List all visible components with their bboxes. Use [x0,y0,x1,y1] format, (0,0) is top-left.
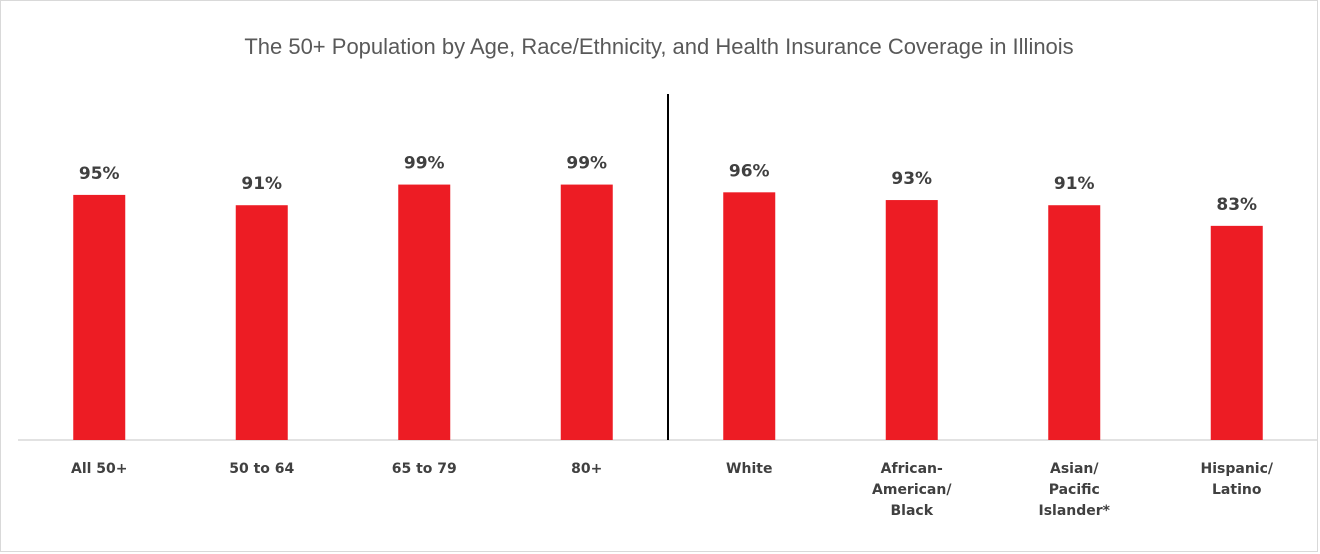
category-tick-label: Black [890,503,933,519]
bar [1210,225,1263,440]
data-label: 99% [566,154,607,174]
bar [560,184,613,440]
bar [73,194,126,440]
data-label: 91% [241,174,282,194]
category-tick-label: Hispanic/ [1201,461,1274,477]
data-label: 95% [79,164,120,184]
category-tick-label: 80+ [571,461,602,477]
data-label: 83% [1216,195,1257,215]
bar [885,200,938,440]
category-tick-label: Islander* [1039,503,1111,519]
category-tick-label: African- [881,461,943,477]
bar [235,205,288,440]
category-tick-label: 65 to 79 [392,461,457,477]
category-tick-label: American/ [872,482,952,498]
category-tick-label: 50 to 64 [229,461,294,477]
category-tick-label: Pacific [1049,482,1100,498]
data-label: 96% [729,161,770,181]
data-label: 93% [891,169,932,189]
chart-title: The 50+ Population by Age, Race/Ethnicit… [244,34,1074,59]
bar [1048,205,1101,440]
category-tick-label: Asian/ [1050,461,1099,477]
category-tick-label: White [726,461,772,477]
category-tick-label: Latino [1212,482,1262,498]
data-label: 91% [1054,174,1095,194]
category-tick-label: All 50+ [71,461,128,477]
data-label: 99% [404,154,445,174]
bar [398,184,451,440]
bar [723,192,776,440]
